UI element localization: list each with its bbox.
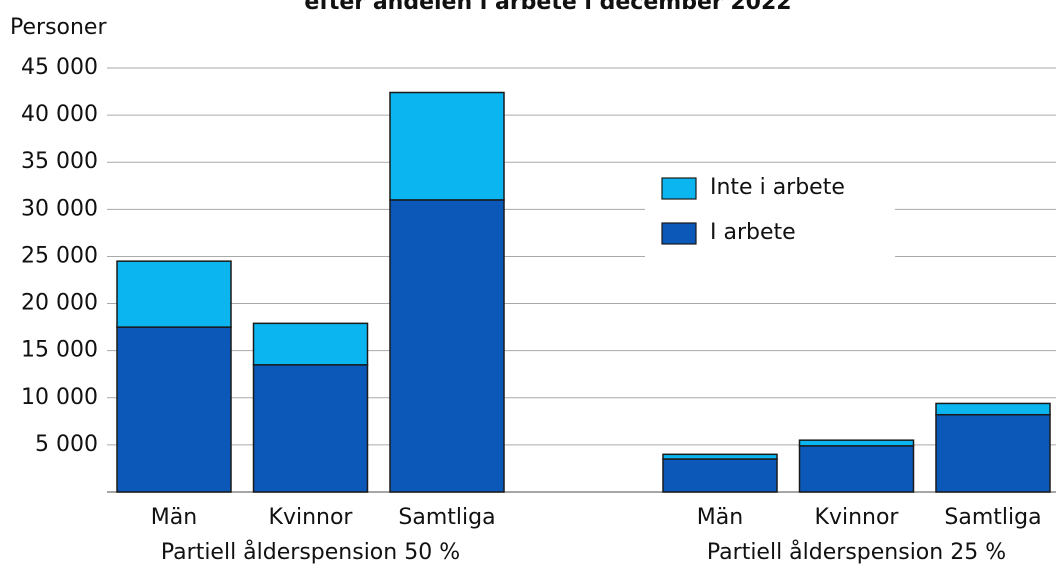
x-tick-label: Samtliga	[398, 505, 495, 530]
y-tick-label: 40 000	[21, 102, 98, 127]
bar-segment	[798, 439, 915, 447]
bar-segment	[662, 458, 778, 493]
x-tick-label: Män	[697, 505, 743, 530]
bar-segment	[389, 91, 505, 201]
group-label: Partiell ålderspension 25 %	[707, 539, 1006, 565]
y-tick-label: 20 000	[21, 291, 98, 316]
bar-segment	[252, 364, 369, 493]
bar-segment	[662, 453, 778, 460]
x-tick-label: Samtliga	[944, 505, 1041, 530]
bar-segment	[252, 322, 369, 366]
bar-segment	[935, 413, 1051, 493]
y-tick-label: 30 000	[21, 196, 98, 221]
y-tick-label: 45 000	[21, 55, 98, 80]
bar-segment	[116, 326, 232, 493]
legend-label: I arbete	[710, 220, 796, 245]
y-tick-label: 35 000	[21, 149, 98, 174]
bar-segment	[116, 260, 232, 328]
group-label: Partiell ålderspension 50 %	[161, 539, 460, 565]
y-tick-label: 5 000	[35, 432, 98, 457]
chart-title: efter andelen i arbete i december 2022	[304, 0, 791, 15]
y-tick-label: 25 000	[21, 243, 98, 268]
bar-segment	[935, 402, 1051, 416]
bar-segment	[389, 199, 505, 493]
legend-swatch	[661, 177, 697, 200]
y-tick-label: 15 000	[21, 338, 98, 363]
x-tick-label: Män	[151, 505, 197, 530]
y-axis-label: Personer	[10, 15, 107, 40]
x-tick-label: Kvinnor	[269, 505, 354, 530]
bar-segment	[798, 445, 915, 493]
legend-swatch	[661, 222, 697, 245]
legend-label: Inte i arbete	[710, 175, 845, 200]
y-tick-label: 10 000	[21, 385, 98, 410]
x-tick-label: Kvinnor	[815, 505, 900, 530]
